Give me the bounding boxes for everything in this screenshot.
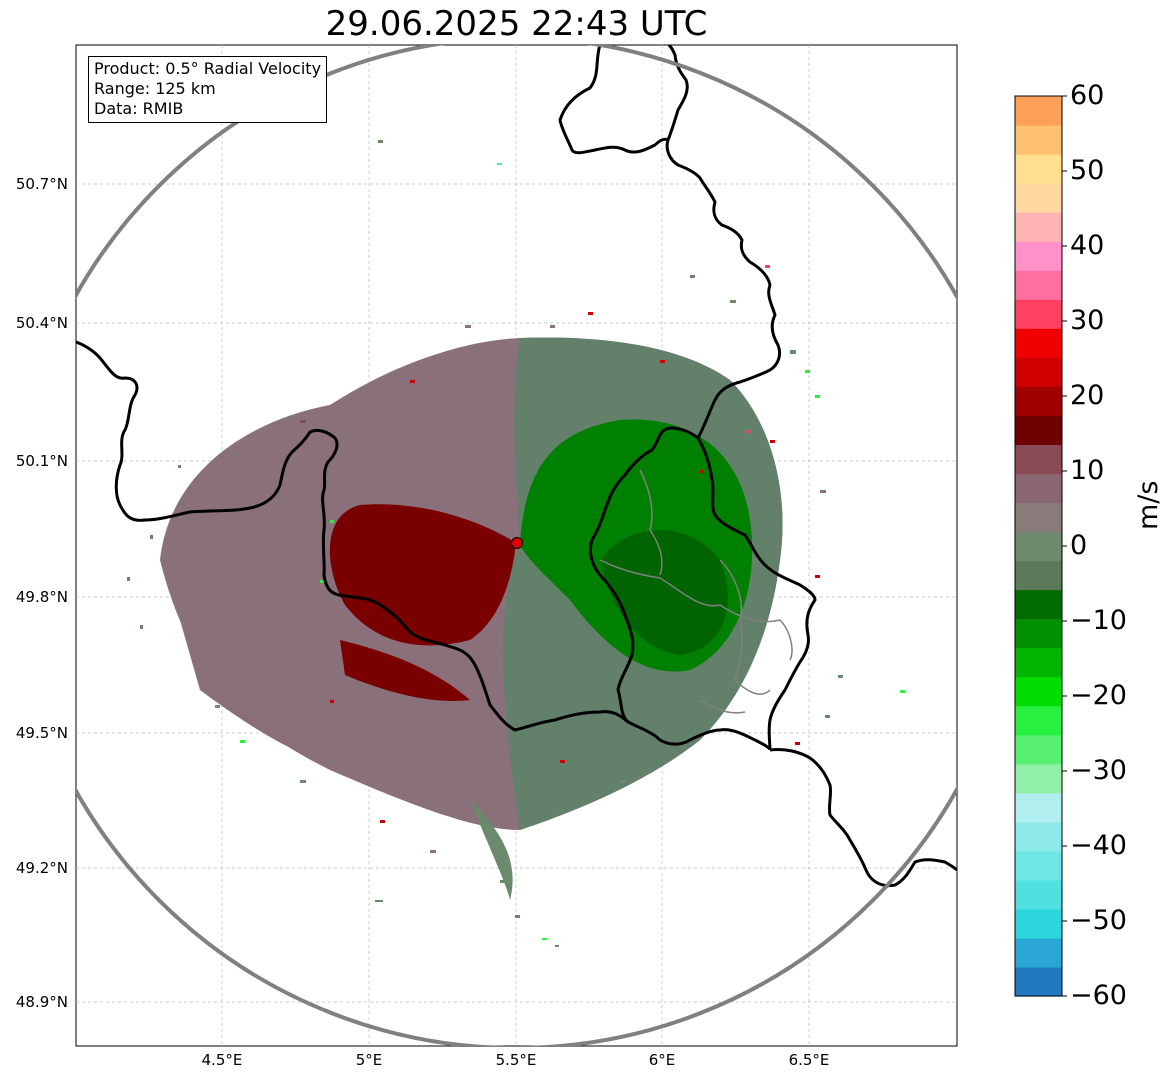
colorbar-segment (1015, 560, 1062, 591)
lon-tick-label: 6.5°E (788, 1051, 830, 1069)
lat-tick-label: 49.8°N (15, 588, 68, 606)
echo-green-core-dark (600, 530, 728, 655)
echo-south-tail (470, 800, 513, 900)
colorbar-segment (1015, 415, 1062, 445)
colorbar-tick-label: −50 (1070, 905, 1127, 936)
echo-red-south (340, 640, 470, 701)
echo-red-core (329, 504, 516, 646)
scattered-echoes (127, 140, 905, 947)
colorbar-segment (1015, 647, 1062, 678)
colorbar-tick-label: −40 (1070, 830, 1127, 861)
colorbar-segment (1015, 386, 1062, 416)
colorbar-tick-label: 10 (1070, 455, 1105, 486)
colorbar-segment (1015, 937, 1062, 968)
lat-tick-label: 49.5°N (15, 724, 68, 742)
colorbar-segment (1015, 531, 1062, 562)
colorbar-ticks (1062, 95, 1067, 997)
colorbar-segment (1015, 154, 1062, 184)
colorbar-tick-label: −60 (1070, 980, 1127, 1011)
info-box: Product: 0.5° Radial Velocity Range: 125… (88, 56, 328, 123)
lon-tick-label: 6°E (648, 1051, 676, 1069)
colorbar-segment (1015, 96, 1062, 126)
lon-tick-label: 4.5°E (201, 1051, 243, 1069)
colorbar-tick-label: −30 (1070, 755, 1127, 786)
colorbar-tick-label: 50 (1070, 155, 1105, 186)
echo-pink-sw (180, 620, 330, 760)
colorbar-segment (1015, 444, 1062, 475)
lat-tick-label: 48.9°N (15, 993, 68, 1011)
colorbar-segment (1015, 125, 1062, 155)
colorbar-segment (1015, 792, 1062, 823)
lon-tick-label: 5.5°E (495, 1051, 537, 1069)
colorbar-segment (1015, 241, 1062, 271)
colorbar-segment (1015, 270, 1062, 300)
velocity-echoes (160, 337, 783, 900)
colorbar-segment (1015, 734, 1062, 765)
colorbar-segment (1015, 966, 1062, 997)
colorbar (1015, 96, 1062, 997)
colorbar-segment (1015, 328, 1062, 358)
colorbar-tick-label: 30 (1070, 305, 1105, 336)
radar-site-marker (511, 537, 523, 549)
colorbar-segment (1015, 473, 1062, 504)
lat-tick-label: 50.4°N (15, 314, 68, 332)
colorbar-tick-label: 40 (1070, 230, 1105, 261)
minor-boundaries (599, 469, 793, 714)
colorbar-segment (1015, 299, 1062, 329)
lon-tick-label: 5°E (355, 1051, 383, 1069)
colorbar-tick-label: −20 (1070, 680, 1127, 711)
colorbar-segment (1015, 502, 1062, 533)
colorbar-segment (1015, 763, 1062, 794)
colorbar-segment (1015, 705, 1062, 736)
lat-tick-label: 49.2°N (15, 859, 68, 877)
map-title: 29.06.2025 22:43 UTC (325, 4, 708, 44)
info-data-source: Data: RMIB (94, 99, 184, 118)
colorbar-segment (1015, 821, 1062, 852)
lat-tick-label: 50.1°N (15, 452, 68, 470)
colorbar-segment (1015, 589, 1062, 620)
colorbar-segment (1015, 357, 1062, 387)
colorbar-tick-label: 0 (1070, 530, 1088, 561)
info-range: Range: 125 km (94, 79, 216, 98)
lat-tick-label: 50.7°N (15, 175, 68, 193)
colorbar-segment (1015, 618, 1062, 649)
colorbar-segment (1015, 879, 1062, 910)
colorbar-tick-label: 20 (1070, 380, 1105, 411)
colorbar-segment (1015, 183, 1062, 213)
colorbar-segment (1015, 212, 1062, 242)
country-borders (76, 45, 957, 888)
colorbar-tick-label: −10 (1070, 605, 1127, 636)
colorbar-unit-label: m/s (1133, 480, 1164, 530)
colorbar-frame (1014, 95, 1063, 997)
colorbar-segment (1015, 908, 1062, 939)
colorbar-tick-label: 60 (1070, 80, 1105, 111)
colorbar-segment (1015, 676, 1062, 707)
info-product: Product: 0.5° Radial Velocity (94, 59, 322, 78)
colorbar-segment (1015, 850, 1062, 881)
